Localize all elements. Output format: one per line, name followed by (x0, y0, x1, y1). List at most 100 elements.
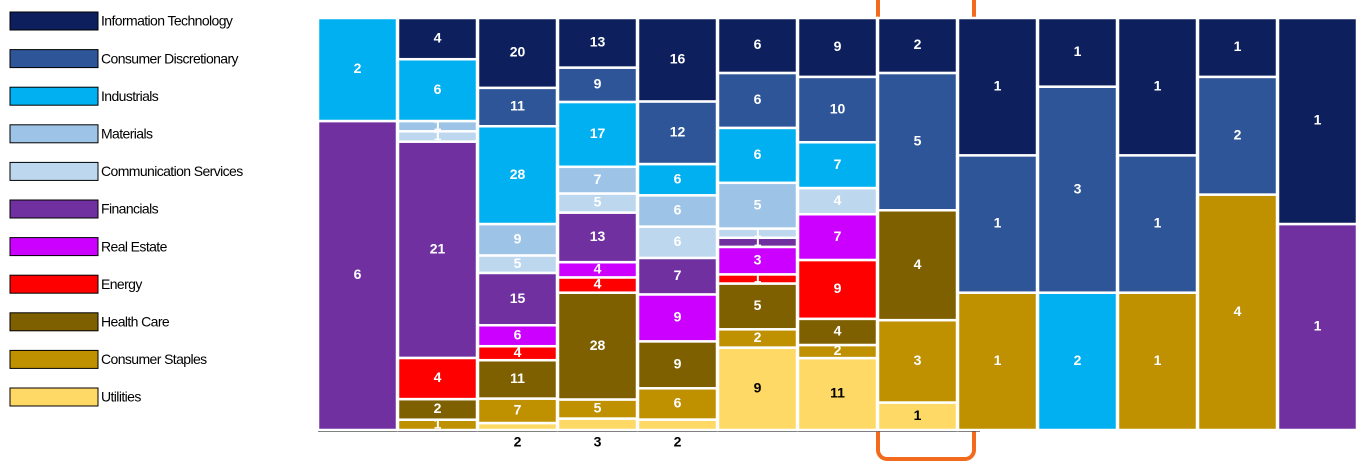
bar-segment (396, 16, 479, 61)
bar-segment (636, 162, 719, 197)
value-label: 4 (594, 260, 602, 276)
legend-label: Utilities (101, 389, 141, 405)
bar-segment (1196, 16, 1279, 79)
value-label: 6 (674, 170, 682, 186)
value-label: 6 (354, 266, 362, 282)
value-label: 11 (830, 385, 845, 401)
value-label: 21 (430, 240, 446, 256)
bar-segment (796, 356, 879, 432)
value-label: 11 (510, 98, 525, 114)
value-label: 5 (594, 194, 602, 210)
bar-segment (396, 356, 479, 401)
bar-segment (476, 16, 559, 90)
value-label: 1 (1314, 318, 1322, 334)
value-label: 3 (754, 251, 762, 267)
value-label: 1 (914, 407, 922, 423)
value-label: 15 (510, 290, 526, 306)
value-label: 13 (590, 33, 606, 49)
value-label: 5 (754, 196, 762, 212)
bar-segment (1276, 16, 1357, 226)
legend-label: Consumer Staples (101, 351, 207, 367)
value-label: 11 (510, 370, 525, 386)
value-label: 1 (434, 127, 442, 143)
bar-segment (556, 16, 639, 69)
bar-segment (1036, 85, 1119, 294)
value-label: 9 (514, 230, 522, 246)
value-label: 17 (590, 125, 606, 141)
bar-segment (796, 141, 879, 190)
value-label: 28 (510, 166, 526, 182)
value-label: 1 (1154, 77, 1162, 93)
legend-swatch (9, 274, 99, 294)
value-label: 6 (434, 81, 442, 97)
legend-label: Health Care (101, 314, 170, 330)
value-label: 4 (434, 369, 442, 385)
value-label: 1 (434, 416, 442, 432)
bar-segment (1116, 291, 1199, 432)
bar-segment (796, 258, 879, 321)
value-label: 2 (674, 434, 682, 450)
bar-segment (1036, 16, 1119, 88)
legend-swatch (9, 11, 99, 31)
legend-label: Information Technology (101, 13, 233, 29)
legend-label: Real Estate (101, 238, 168, 254)
value-label: 9 (594, 75, 602, 91)
value-label: 7 (834, 156, 842, 172)
legend-swatch (9, 49, 99, 69)
value-label: 2 (754, 329, 762, 345)
legend-label: Communication Services (101, 163, 243, 179)
value-label: 28 (590, 337, 606, 353)
value-label: 1 (1154, 352, 1162, 368)
value-label: 3 (914, 352, 922, 368)
value-label: 7 (514, 401, 522, 417)
value-label: 1 (1314, 112, 1322, 128)
value-label: 16 (670, 50, 686, 66)
value-label: 2 (834, 342, 842, 358)
value-label: 2 (434, 400, 442, 416)
value-label: 1 (754, 270, 762, 286)
value-label: 1 (994, 77, 1002, 93)
value-label: 4 (594, 276, 602, 292)
value-label: 6 (754, 146, 762, 162)
value-label: 3 (1074, 180, 1082, 196)
value-label: 5 (914, 132, 922, 148)
bar-segment (876, 16, 959, 75)
bar-segment (876, 318, 959, 404)
value-label: 9 (754, 380, 762, 396)
value-label: 6 (514, 326, 522, 342)
value-label: 1 (994, 352, 1002, 368)
value-label: 7 (834, 228, 842, 244)
value-label: 5 (594, 400, 602, 416)
value-label: 7 (674, 267, 682, 283)
value-label: 6 (674, 202, 682, 218)
bar-segment (556, 100, 639, 169)
value-label: 5 (754, 297, 762, 313)
value-label: 6 (754, 36, 762, 52)
legend-swatch (9, 86, 99, 106)
bar-segment (1116, 16, 1199, 157)
value-label: 6 (754, 91, 762, 107)
bar-segment (876, 401, 959, 432)
legend-swatch (9, 124, 99, 144)
legend-swatch (9, 237, 99, 257)
legend-swatch (9, 312, 99, 332)
value-label: 4 (914, 256, 922, 272)
value-label: 7 (594, 171, 602, 187)
legend-swatch (9, 199, 99, 219)
value-label: 1 (754, 233, 762, 249)
bar-segment (956, 291, 1039, 432)
value-label: 10 (830, 100, 846, 116)
bar-segment (636, 340, 719, 390)
value-label: 2 (514, 434, 522, 450)
value-label: 9 (674, 309, 682, 325)
value-label: 1 (1234, 38, 1242, 54)
value-label: 5 (514, 255, 522, 271)
legend-label: Consumer Discretionary (101, 50, 239, 66)
value-label: 1 (754, 224, 762, 240)
value-label: 4 (834, 323, 842, 339)
value-label: 9 (674, 356, 682, 372)
bar-segment (636, 418, 719, 432)
value-label: 9 (834, 38, 842, 54)
value-label: 2 (354, 60, 362, 76)
